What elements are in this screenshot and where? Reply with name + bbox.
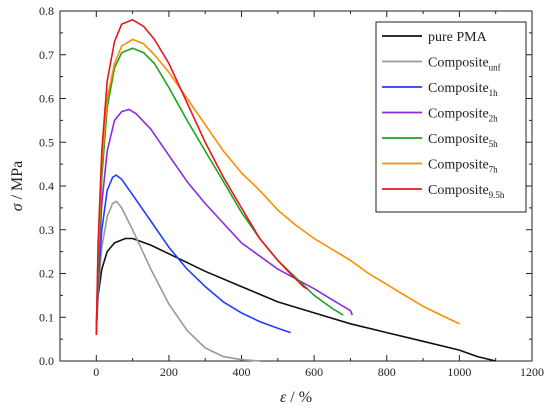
x-tick-label: 0 [93,365,99,379]
x-tick-label: 1200 [520,365,544,379]
y-axis-label: σ / MPa [9,161,26,212]
legend-label-1: Compositeunf [428,56,501,73]
y-tick-label: 0.4 [39,179,54,193]
series-line-3 [95,108,354,331]
series-line-1 [95,200,260,362]
series-line-0 [95,237,496,362]
y-tick-label: 0.2 [39,267,54,281]
tick-labels: 0 200 400 600 800 1000 1200 0.0 0.1 0.2 0.3 0.4 0.5 0… [39,4,544,379]
y-tick-label: 0.0 [39,354,54,368]
y-tick-label: 0.6 [39,92,54,106]
legend-label-5: Composite7h [428,158,498,175]
x-tick-label: 600 [305,365,323,379]
legend-label-3: Composite2h [428,107,498,124]
legend: pure PMA Compositeunf Composite1h Composite… [375,21,527,213]
legend-label-0: pure PMA [428,30,488,45]
series-line-4 [95,47,344,331]
series-lines [95,19,496,362]
x-tick-label: 200 [160,365,178,379]
ticks [59,10,533,362]
y-tick-label: 0.5 [39,135,54,149]
y-tick-label: 0.7 [39,48,54,62]
legend-box [375,21,527,213]
legend-label-6: Composite9.5h [428,183,505,200]
x-tick-label: 1000 [447,365,471,379]
y-tick-label: 0.3 [39,223,54,237]
series-line-2 [95,174,291,335]
y-tick-label: 0.1 [39,310,54,324]
legend-label-4: Composite5h [428,132,498,149]
y-tick-label: 0.8 [39,4,54,18]
x-tick-label: 800 [378,365,396,379]
x-tick-label: 400 [233,365,251,379]
series-line-5 [95,38,460,331]
legend-label-2: Composite1h [428,81,498,98]
series-line-6 [95,19,308,335]
x-axis-label: ε / % [280,389,312,406]
